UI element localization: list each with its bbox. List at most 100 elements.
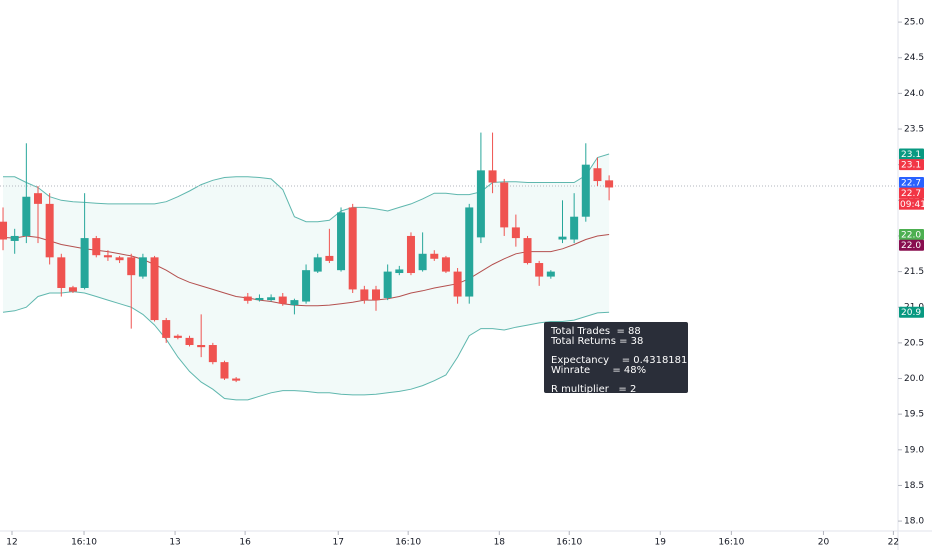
price-tag-label: 23.1 — [901, 161, 921, 171]
price-tag — [899, 229, 924, 241]
candle-body — [150, 257, 159, 321]
candle-body — [0, 221, 8, 240]
candle-body — [395, 269, 404, 274]
candle-body — [488, 170, 497, 183]
y-tick-label: 21.5 — [904, 267, 924, 277]
x-tick-label: 12 — [6, 538, 17, 548]
price-tag-label: 22.7 — [901, 189, 921, 199]
candle-body — [325, 255, 334, 261]
tooltip-box — [544, 322, 688, 393]
candle-body — [453, 271, 462, 297]
candle-body — [605, 180, 614, 188]
candle-body — [302, 270, 311, 302]
price-tag — [899, 176, 924, 188]
candle-body — [173, 335, 182, 338]
y-tick-label: 18.0 — [904, 517, 924, 527]
candle-body — [57, 257, 66, 288]
candle-body — [10, 235, 19, 241]
countdown: 09:41 — [900, 200, 926, 210]
candle-body — [511, 227, 520, 239]
y-tick-label: 20.0 — [904, 374, 924, 384]
candle-body — [476, 170, 485, 238]
candle-body — [348, 207, 357, 290]
price-tag-label: 22.7 — [901, 178, 921, 188]
price-tag — [899, 148, 924, 160]
candle-body — [570, 216, 579, 240]
y-tick-label: 23.5 — [904, 125, 924, 135]
candle-body — [92, 238, 101, 256]
candle-body — [115, 257, 124, 261]
y-tick-label: 25.0 — [904, 18, 924, 28]
upper-band — [3, 153, 610, 223]
price-tag — [899, 306, 924, 318]
candle-body — [535, 263, 544, 277]
x-tick-label: 17 — [333, 538, 344, 548]
price-tag-label: 22.0 — [901, 231, 921, 241]
tooltip-line: Expectancy = 0.4318181818R — [551, 355, 713, 366]
price-tag-label: 20.9 — [901, 308, 921, 318]
y-tick-label: 19.0 — [904, 445, 924, 455]
candle-body — [68, 287, 77, 292]
candle-body — [406, 235, 415, 274]
x-tick-label: 16:10 — [556, 538, 582, 548]
x-tick-label: 16:10 — [395, 538, 421, 548]
x-tick-label: 16:10 — [718, 538, 744, 548]
candle-body — [22, 196, 31, 236]
y-tick-label: 18.5 — [904, 481, 924, 491]
candle-body — [80, 238, 89, 288]
tooltip-line: R multiplier = 2 — [551, 384, 636, 395]
candle-body — [197, 345, 206, 348]
candle-body — [185, 337, 194, 346]
middle-band — [2, 234, 610, 307]
price-tag — [899, 239, 924, 251]
tooltip-line: Total Returns = 38 — [550, 336, 643, 347]
y-tick-label: 20.5 — [904, 338, 924, 348]
candle-body — [103, 255, 112, 258]
candle-body — [581, 164, 590, 217]
candle-body — [162, 320, 171, 338]
price-tag — [899, 159, 924, 171]
candle-body — [243, 296, 252, 301]
candle-body — [278, 296, 287, 304]
x-tick-label: 19 — [655, 538, 667, 548]
countdown-tag — [899, 198, 924, 210]
x-tick-label: 16 — [239, 538, 251, 548]
candle-body — [255, 297, 264, 301]
y-tick-label: 24.5 — [904, 53, 924, 63]
price-tag-label: 23.1 — [901, 150, 921, 160]
x-tick-label: 22 — [888, 538, 899, 548]
candle-body — [33, 193, 42, 204]
x-tick-label: 20 — [818, 538, 830, 548]
y-tick-label: 19.5 — [904, 410, 924, 420]
candle-body — [430, 253, 439, 259]
candle-body — [127, 257, 136, 276]
x-tick-label: 18 — [494, 538, 506, 548]
candle-body — [558, 236, 567, 240]
candle-body — [313, 257, 322, 272]
candle-body — [523, 238, 532, 264]
candle-body — [465, 207, 474, 297]
lower-band — [2, 291, 610, 401]
tooltip-line: Total Trades = 88 — [550, 326, 641, 337]
price-tag-label: 22.0 — [901, 241, 921, 251]
candle-body — [337, 212, 346, 271]
candle-body — [220, 362, 229, 379]
candle-body — [138, 257, 147, 277]
y-tick-label: 24.0 — [904, 89, 924, 99]
candle-body — [45, 203, 54, 258]
candle-body — [208, 345, 217, 363]
candle-body — [290, 300, 299, 306]
price-tag — [899, 187, 924, 199]
candle-body — [418, 253, 427, 271]
candle-body — [441, 257, 450, 272]
x-tick-label: 13 — [169, 538, 180, 548]
tooltip-line: Winrate = 48% — [551, 365, 646, 376]
candle-body — [372, 289, 381, 301]
candle-body — [360, 289, 369, 301]
candle-body — [267, 297, 276, 301]
candle-body — [232, 378, 241, 381]
candle-body — [546, 271, 555, 277]
candle-body — [500, 182, 509, 228]
